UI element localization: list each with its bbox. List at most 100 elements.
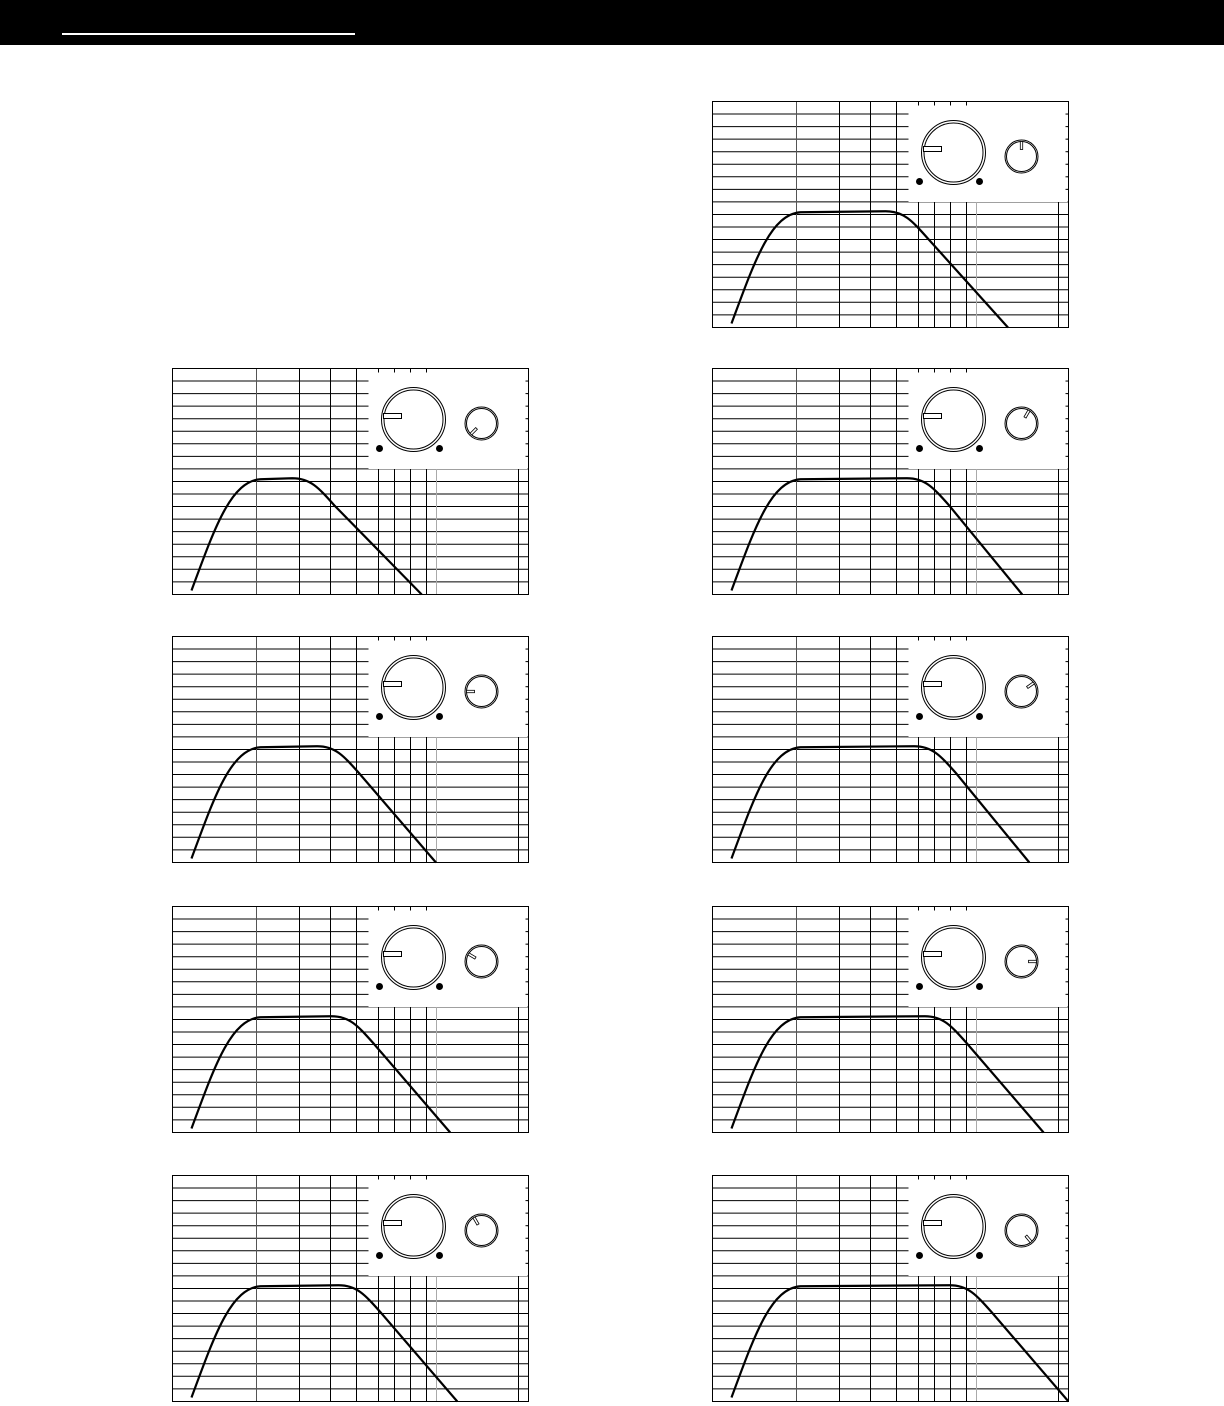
large-knob-pointer-icon (383, 413, 402, 419)
small-knob-pointer-group (472, 1216, 480, 1226)
knob-min-dot-icon (376, 445, 383, 452)
response-curve (730, 1284, 1069, 1403)
small-knob-outer-ring-icon (464, 674, 499, 709)
small-knob-icon (466, 408, 497, 439)
response-curve (190, 477, 423, 596)
knob-max-dot-icon (436, 445, 443, 452)
response-chart-left-2 (172, 636, 529, 864)
chart-frame (172, 1175, 529, 1402)
large-knob-outer-ring-icon (921, 1194, 986, 1259)
large-knob-pointer-icon (383, 1220, 402, 1226)
small-knob-outer-ring-icon (1004, 139, 1039, 174)
response-curve (190, 745, 437, 864)
large-knob-pointer-icon (923, 951, 942, 957)
large-knob-outer-ring-icon (921, 387, 986, 452)
knob-min-dot-icon (376, 713, 383, 720)
knob-min-dot-icon (916, 713, 923, 720)
knob-max-dot-icon (976, 713, 983, 720)
knob-max-dot-icon (436, 713, 443, 720)
large-knob-pointer-icon (923, 1220, 942, 1226)
small-knob-pointer-group (1028, 959, 1037, 964)
knob-max-dot-icon (976, 178, 983, 185)
chart-svg (712, 906, 1069, 1134)
small-knob-pointer-icon (466, 689, 475, 694)
small-knob-pointer-group (469, 427, 478, 436)
small-knob-icon (1006, 1215, 1037, 1246)
large-knob-icon (923, 657, 984, 718)
large-knob-outer-ring-icon (381, 387, 446, 452)
chart-svg (172, 636, 529, 864)
chart-frame (172, 906, 529, 1133)
large-knob-outer-ring-icon (921, 655, 986, 720)
chart-svg (712, 101, 1069, 329)
small-knob-pointer-group (1025, 681, 1036, 690)
chart-svg (712, 636, 1069, 864)
small-knob-icon (1006, 408, 1037, 439)
knob-min-dot-icon (376, 983, 383, 990)
large-knob-pointer-icon (923, 146, 942, 152)
small-knob-outer-ring-icon (1004, 406, 1039, 441)
chart-frame (712, 1175, 1069, 1402)
response-chart-right-4 (712, 906, 1069, 1134)
knob-max-dot-icon (976, 1252, 983, 1259)
chart-frame (712, 906, 1069, 1133)
response-curve (190, 1284, 459, 1403)
small-knob-outer-ring-icon (464, 406, 499, 441)
response-chart-left-4 (172, 1175, 529, 1403)
large-knob-outer-ring-icon (381, 1194, 446, 1259)
small-knob-pointer-icon (1024, 1234, 1033, 1244)
knob-min-dot-icon (916, 445, 923, 452)
small-knob-pointer-group (467, 952, 477, 960)
chart-frame (172, 368, 529, 595)
large-knob-icon (383, 389, 444, 450)
large-knob-pointer-icon (383, 681, 402, 687)
large-knob-icon (923, 389, 984, 450)
large-knob-icon (383, 657, 444, 718)
response-chart-left-1 (172, 368, 529, 596)
small-knob-outer-ring-icon (1004, 1213, 1039, 1248)
knob-min-dot-icon (916, 1252, 923, 1259)
response-chart-left-3 (172, 906, 529, 1134)
header-rule (62, 33, 355, 35)
small-knob-pointer-icon (1025, 681, 1036, 690)
response-curve (190, 1015, 452, 1134)
small-knob-pointer-icon (1028, 959, 1037, 964)
small-knob-pointer-icon (467, 952, 477, 960)
response-chart-right-1 (712, 101, 1069, 329)
small-knob-icon (466, 1215, 497, 1246)
chart-svg (712, 1175, 1069, 1403)
response-curve (730, 745, 1031, 864)
response-curve (730, 1015, 1045, 1134)
small-knob-pointer-icon (469, 427, 478, 436)
large-knob-outer-ring-icon (381, 655, 446, 720)
small-knob-outer-ring-icon (464, 944, 499, 979)
large-knob-pointer-icon (383, 951, 402, 957)
knob-max-dot-icon (436, 1252, 443, 1259)
knob-max-dot-icon (976, 983, 983, 990)
small-knob-icon (466, 946, 497, 977)
header-bar (0, 0, 1224, 45)
large-knob-pointer-icon (923, 681, 942, 687)
small-knob-pointer-group (1019, 141, 1024, 150)
large-knob-icon (923, 927, 984, 988)
knob-max-dot-icon (436, 983, 443, 990)
small-knob-icon (1006, 676, 1037, 707)
large-knob-pointer-icon (923, 413, 942, 419)
chart-frame (172, 636, 529, 863)
response-curve (730, 210, 1009, 329)
chart-frame (712, 368, 1069, 595)
knob-min-dot-icon (376, 1252, 383, 1259)
small-knob-pointer-group (1023, 409, 1031, 419)
response-chart-right-2 (712, 368, 1069, 596)
large-knob-outer-ring-icon (921, 120, 986, 185)
large-knob-icon (923, 1196, 984, 1257)
response-chart-right-5 (712, 1175, 1069, 1403)
small-knob-outer-ring-icon (1004, 944, 1039, 979)
small-knob-pointer-icon (1023, 409, 1031, 419)
large-knob-icon (383, 1196, 444, 1257)
chart-svg (712, 368, 1069, 596)
large-knob-outer-ring-icon (921, 925, 986, 990)
response-curve (730, 477, 1024, 596)
small-knob-pointer-icon (472, 1216, 480, 1226)
large-knob-icon (923, 122, 984, 183)
